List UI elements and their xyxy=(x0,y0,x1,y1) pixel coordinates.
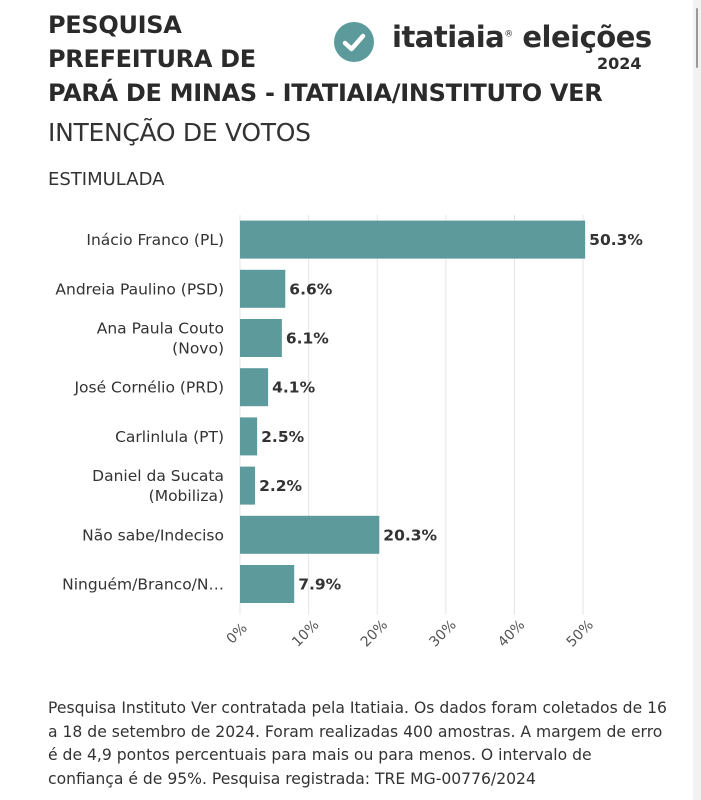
bar xyxy=(240,319,282,357)
value-label: 2.5% xyxy=(261,428,304,446)
scenario-label: ESTIMULADA xyxy=(48,169,165,190)
category-label: Inácio Franco (PL) xyxy=(86,231,224,249)
x-tick-label: 10% xyxy=(289,617,322,650)
category-label: Carlinlula (PT) xyxy=(115,428,224,446)
category-label: Ana Paula Couto (Novo) xyxy=(97,320,224,358)
category-label: José Cornélio (PRD) xyxy=(73,379,224,397)
brand-name: itatiaia® eleições xyxy=(392,20,652,54)
scroll-edge xyxy=(693,0,701,800)
value-label: 6.1% xyxy=(286,330,329,348)
check-circle-icon xyxy=(334,22,374,62)
brand-name-text: itatiaia xyxy=(392,20,505,54)
category-label: Daniel da Sucata (Mobiliza) xyxy=(92,467,224,505)
bar xyxy=(240,515,380,554)
x-tick-label: 50% xyxy=(564,617,597,650)
value-label: 20.3% xyxy=(383,526,437,544)
value-label: 50.3% xyxy=(589,231,643,249)
scrollbar-thumb[interactable] xyxy=(696,8,698,68)
category-label: Não sabe/Indeciso xyxy=(82,526,224,544)
value-label: 7.9% xyxy=(298,576,341,594)
x-tick-label: 30% xyxy=(426,617,459,650)
registered-mark: ® xyxy=(504,29,513,40)
chart-subtitle: INTENÇÃO DE VOTOS xyxy=(48,118,311,147)
title-line-2: PREFEITURA DE xyxy=(48,45,256,73)
x-tick-label: 20% xyxy=(358,617,391,650)
bar xyxy=(240,368,269,407)
bar xyxy=(240,466,256,505)
x-tick-label: 40% xyxy=(495,617,528,650)
brand-section: eleições xyxy=(522,20,652,54)
x-tick-label: 0% xyxy=(224,620,251,647)
value-label: 4.1% xyxy=(272,379,315,397)
bar xyxy=(240,565,295,603)
bar-chart: Inácio Franco (PL) 50.3% Andreia Paulino (… xyxy=(55,215,643,650)
value-label: 2.2% xyxy=(259,477,302,495)
title-line-1: PESQUISA xyxy=(48,11,182,39)
bar xyxy=(240,269,286,308)
brand-year: 2024 xyxy=(597,54,642,73)
bar xyxy=(240,417,258,456)
brand-logo: itatiaia® eleições 2024 xyxy=(334,18,654,78)
value-label: 6.6% xyxy=(289,280,332,298)
chart-title: PESQUISA PREFEITURA DE PARÁ DE MINAS - I… xyxy=(48,8,603,110)
title-line-3: PARÁ DE MINAS - ITATIAIA/INSTITUTO VER xyxy=(48,79,603,107)
category-label: Andreia Paulino (PSD) xyxy=(55,280,224,298)
category-label: Ninguém/Branco/N… xyxy=(62,576,224,594)
methodology-note: Pesquisa Instituto Ver contratada pela I… xyxy=(48,699,667,788)
bar xyxy=(240,220,586,259)
